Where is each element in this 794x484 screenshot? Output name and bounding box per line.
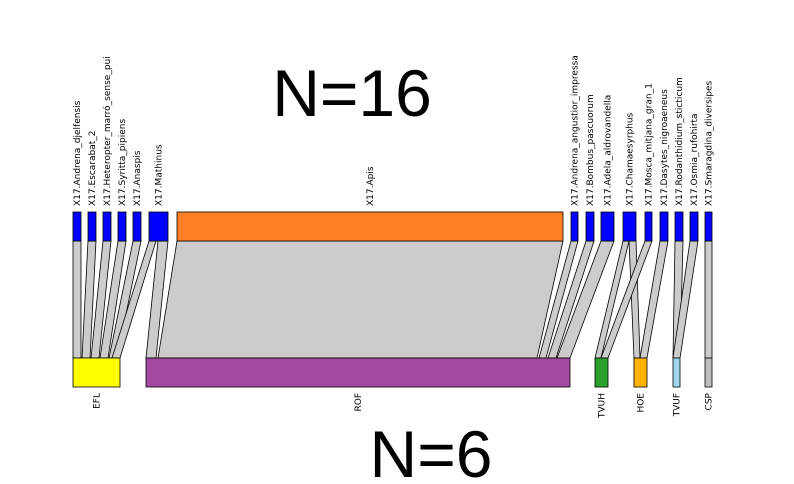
plant-label: TVUH — [598, 393, 608, 419]
pollinator-bar — [704, 211, 713, 242]
pollinator-label: X17.Dasytes_nigroaeneus — [660, 89, 670, 206]
pollinator-label: X17.Anaspis — [133, 150, 143, 206]
pollinator-bar — [132, 211, 142, 242]
interaction-link — [72, 240, 82, 359]
pollinator-labels: X17.Andrena_djelfensis X17.Escarabat_2 X17… — [73, 55, 715, 206]
pollinator-label: X17.Adela_aldrovandella — [604, 95, 614, 206]
plant-label: HOE — [637, 393, 647, 413]
pollinator-label: X17.Andrena_angustior_impressa — [571, 55, 581, 206]
plant-bar — [145, 357, 571, 388]
pollinator-bar — [176, 211, 564, 242]
plant-bars — [72, 357, 713, 388]
title-top: N=16 — [272, 56, 432, 130]
pollinator-label: X17.Chamaesyrphus — [626, 112, 636, 206]
interaction-links — [72, 240, 713, 359]
pollinator-label: X17.Mathinus — [155, 144, 165, 206]
interaction-link — [157, 240, 564, 359]
pollinator-label: X17.Apis — [366, 166, 376, 206]
pollinator-label: X17.Bombus_pascuorum — [586, 94, 596, 206]
pollinator-label: X17.Escarabat_2 — [88, 130, 98, 206]
plant-bar — [594, 357, 609, 388]
plant-bar — [72, 357, 121, 388]
pollinator-label: X17.Heteropter_marró_sense_pui — [102, 56, 113, 206]
pollinator-label: X17.Andrena_djelfensis — [73, 100, 83, 206]
plant-bar — [633, 357, 648, 388]
pollinator-label: X17.Rodanthidium_sticticum — [675, 77, 685, 206]
pollinator-bar — [148, 211, 169, 242]
pollinator-bar — [102, 211, 112, 242]
plant-labels: EFL ROF TVUH HOE TVUF CSP — [93, 392, 715, 419]
pollinator-bar — [689, 211, 699, 242]
plant-label: TVUF — [673, 393, 683, 417]
interaction-link — [704, 240, 713, 359]
pollinator-bar — [674, 211, 684, 242]
pollinator-bar — [644, 211, 653, 242]
pollinator-label: X17.Mosca_mitjana_gran_1 — [645, 83, 655, 206]
pollinator-label: X17.Smaragdina_diversipes — [705, 80, 715, 206]
pollinator-bars — [72, 211, 713, 242]
pollinator-bar — [600, 211, 615, 242]
pollinator-bar — [622, 211, 637, 242]
plant-label: ROF — [354, 393, 364, 412]
plant-label: EFL — [93, 393, 103, 409]
pollinator-label: X17.Syritta_pipiens — [118, 119, 128, 206]
title-bottom: N=6 — [370, 417, 493, 484]
pollinator-label: X17.Osmia_rufohirta — [690, 113, 700, 206]
pollinator-bar — [117, 211, 127, 242]
pollinator-bar — [570, 211, 579, 242]
pollinator-bar — [659, 211, 669, 242]
plant-bar — [672, 357, 681, 388]
plant-label: CSP — [705, 392, 715, 410]
pollinator-bar — [87, 211, 97, 242]
pollinator-bar — [585, 211, 595, 242]
pollinator-bar — [72, 211, 82, 242]
plant-bar — [704, 357, 713, 388]
